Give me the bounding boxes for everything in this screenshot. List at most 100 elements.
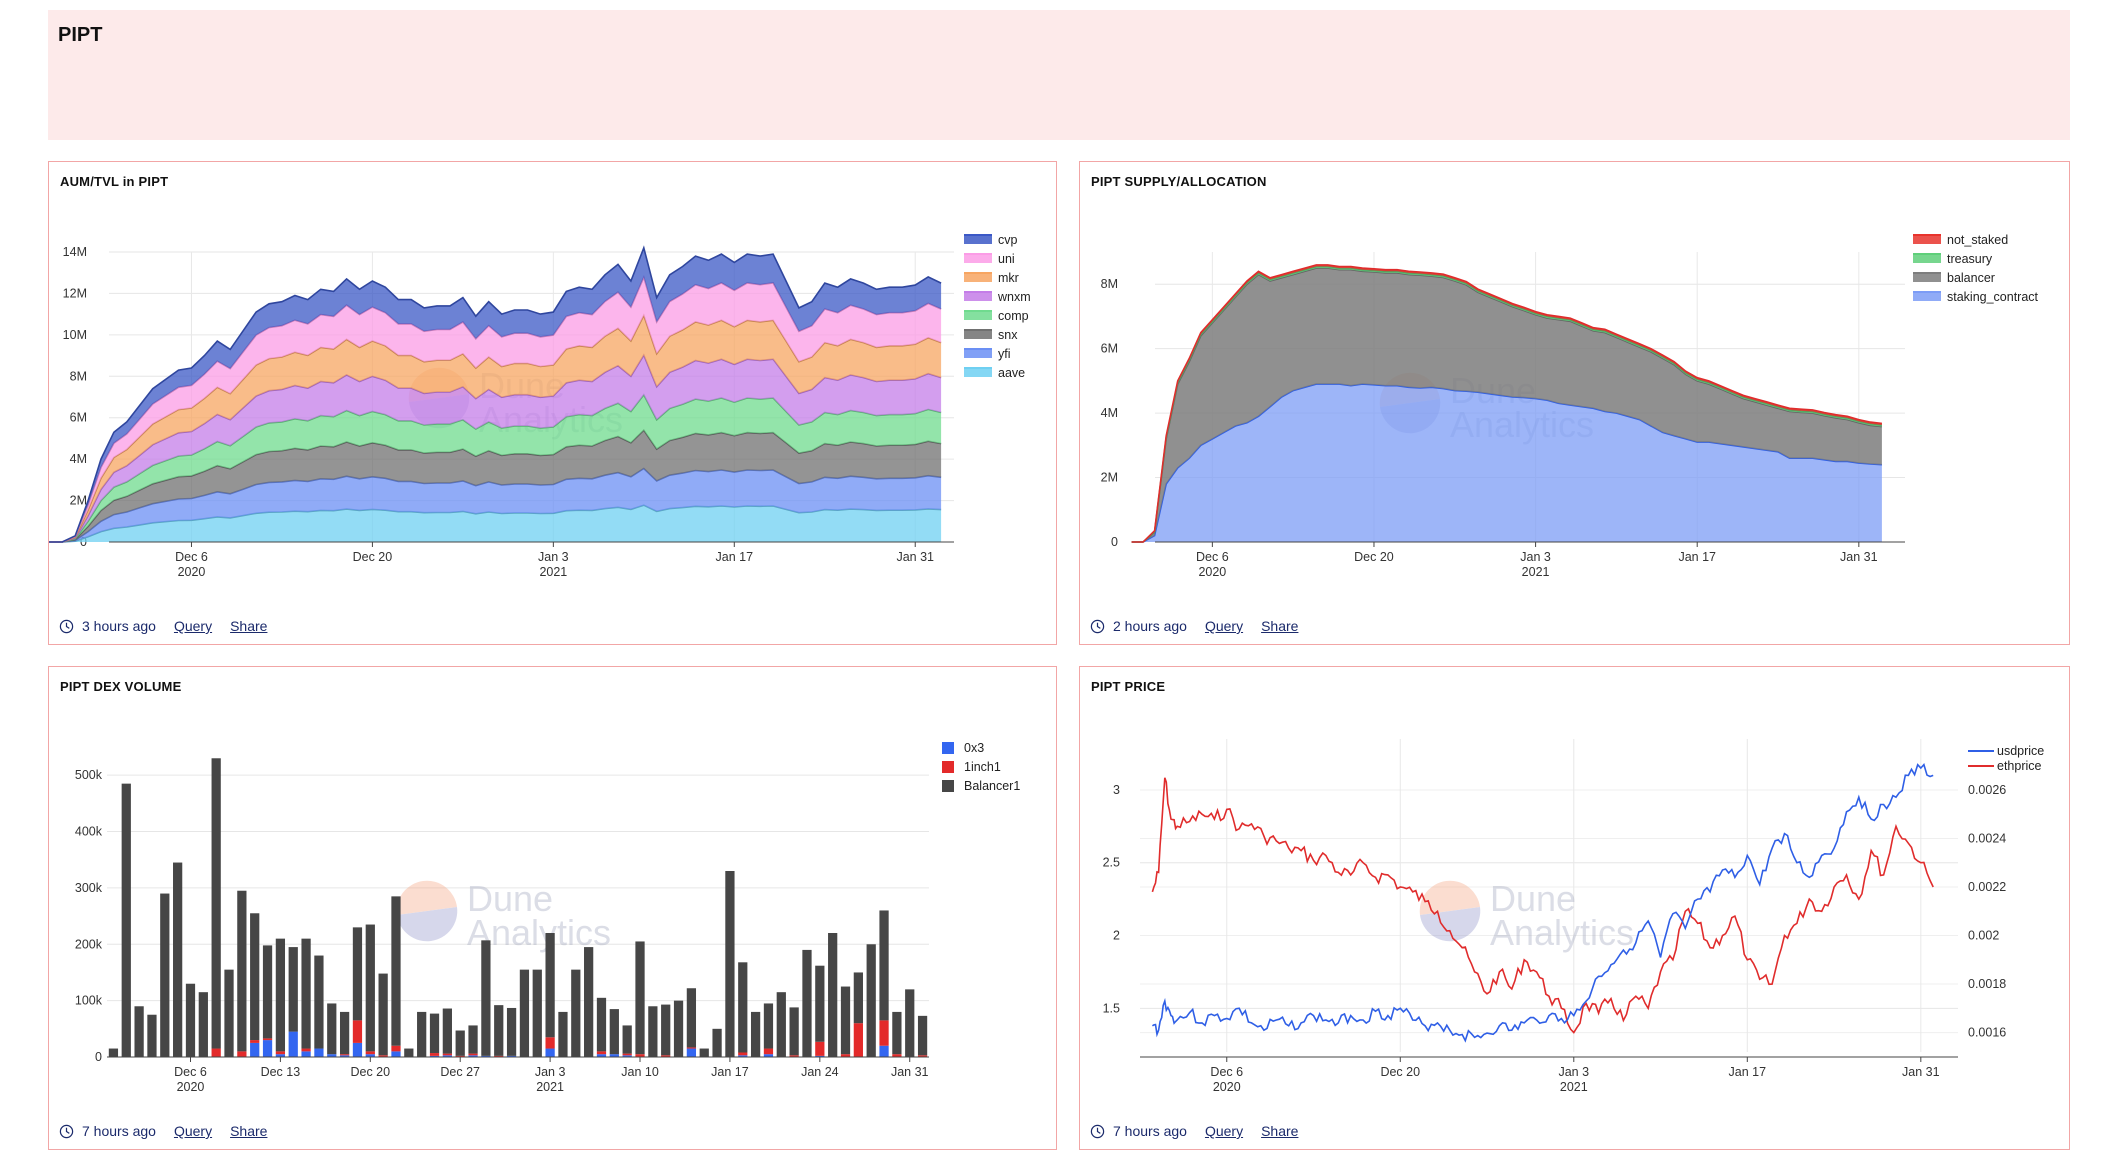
bar-1inch1 [365, 1051, 375, 1055]
bar-balancer1 [224, 969, 234, 1057]
legend-label: cvp [998, 233, 1018, 247]
legend-swatch [942, 761, 954, 773]
bar-0x3 [879, 1045, 889, 1057]
x-tick-label: Jan 17 [1729, 1065, 1767, 1079]
x-tick-label: Jan 10 [621, 1065, 659, 1079]
x-tick-label: Jan 17 [711, 1065, 749, 1079]
bar-1inch1 [917, 1055, 928, 1057]
x-tick-label: Jan 17 [716, 550, 754, 564]
x-tick-label: Dec 27 [440, 1065, 480, 1079]
bar-balancer1 [185, 983, 196, 1057]
legend-swatch [942, 742, 954, 754]
area-mkr [49, 315, 942, 542]
query-link[interactable]: Query [1204, 618, 1244, 634]
y-tick-label: 8M [70, 369, 87, 383]
updated-time: 7 hours ago [82, 1123, 156, 1139]
share-link[interactable]: Share [1261, 1123, 1299, 1139]
x-tick-year: 2020 [1198, 565, 1226, 579]
bar-1inch1 [661, 1055, 671, 1057]
watermark-logo-top [396, 880, 457, 915]
y-left-tick-label: 2.5 [1103, 856, 1120, 870]
bar-1inch1 [455, 1055, 465, 1057]
bar-balancer1 [442, 1008, 452, 1054]
panel-title: PIPT PRICE [1091, 679, 1166, 694]
panel-title: AUM/TVL in PIPT [60, 174, 169, 189]
y-right-tick-label: 0.0026 [1968, 783, 2006, 797]
line-ethprice [1151, 777, 1934, 1034]
aum-tvl-chart: 02M4M6M8M10M12M14MDuneAnalyticsDec 62020… [49, 233, 1031, 579]
area-cvp [49, 247, 942, 542]
query-link[interactable]: Query [173, 1123, 213, 1139]
panel-title: PIPT DEX VOLUME [60, 679, 182, 694]
bar-balancer1 [288, 947, 298, 1032]
bar-balancer1 [365, 924, 375, 1052]
bar-1inch1 [840, 1054, 851, 1057]
bar-balancer1 [108, 1048, 119, 1057]
bar-balancer1 [840, 986, 851, 1055]
area-yfi [49, 468, 942, 542]
line-cvp [49, 245, 942, 543]
panel-title: PIPT SUPPLY/ALLOCATION [1091, 174, 1267, 189]
bar-1inch1 [853, 1023, 863, 1057]
supply-allocation-panel: PIPT SUPPLY/ALLOCATION 02M4M6M8MDuneAnal… [1079, 161, 2070, 645]
bar-balancer1 [738, 962, 748, 1053]
bar-0x3 [596, 1054, 607, 1057]
bar-0x3 [391, 1051, 401, 1057]
x-tick-label: Jan 3 [1558, 1065, 1589, 1079]
bar-balancer1 [648, 1006, 658, 1057]
bar-balancer1 [558, 1011, 568, 1057]
line-not_staked [1131, 264, 1882, 543]
legend-swatch [964, 273, 992, 282]
bar-balancer1 [417, 1011, 427, 1057]
bar-1inch1 [494, 1055, 504, 1057]
updated-time: 2 hours ago [1113, 618, 1187, 634]
share-link[interactable]: Share [1261, 618, 1299, 634]
share-link[interactable]: Share [230, 618, 268, 634]
query-link[interactable]: Query [1204, 1123, 1244, 1139]
bar-balancer1 [327, 1003, 337, 1055]
x-tick-label: Jan 31 [1840, 550, 1878, 564]
y-tick-label: 6M [1101, 342, 1118, 356]
area-balancer [1131, 268, 1882, 542]
x-tick-label: Dec 6 [175, 550, 208, 564]
watermark-text-dune: Dune [467, 878, 553, 919]
bar-0x3 [339, 1055, 350, 1057]
y-tick-label: 8M [1101, 277, 1118, 291]
dex-volume-panel: PIPT DEX VOLUME 0 100k 200k 300k 400k 500k Dun… [48, 666, 1057, 1150]
share-link[interactable]: Share [230, 1123, 268, 1139]
legend-label: balancer [1947, 271, 1995, 285]
bar-balancer1 [686, 988, 697, 1048]
x-tick-year: 2020 [177, 1080, 205, 1094]
y-tick-label: 4M [1101, 406, 1118, 420]
legend-label: snx [998, 328, 1018, 342]
bar-balancer1 [494, 1005, 504, 1056]
bar-1inch1 [686, 1047, 697, 1049]
legend-label: staking_contract [1947, 290, 2039, 304]
y-right-tick-label: 0.002 [1968, 929, 1999, 943]
bar-balancer1 [584, 947, 594, 1057]
legend-label: 0x3 [964, 741, 984, 755]
bar-balancer1 [481, 940, 491, 1056]
x-tick-label: Dec 20 [1380, 1065, 1420, 1079]
bar-1inch1 [250, 1040, 260, 1043]
legend-swatch [1913, 254, 1941, 263]
bar-balancer1 [892, 1011, 902, 1055]
bar-1inch1 [237, 1051, 247, 1057]
bar-0x3 [468, 1055, 478, 1057]
query-link[interactable]: Query [173, 618, 213, 634]
page-header: PIPT [48, 10, 2070, 140]
y-right-tick-label: 0.0016 [1968, 1026, 2006, 1040]
bar-1inch1 [622, 1053, 632, 1056]
x-tick-label: Jan 3 [1520, 550, 1551, 564]
bar-1inch1 [815, 1041, 825, 1056]
clock-icon [1090, 1124, 1105, 1138]
watermark-text-analytics: Analytics [1490, 912, 1634, 953]
bar-0x3 [506, 1055, 517, 1057]
y-tick-label: 4M [70, 452, 87, 466]
bar-0x3 [288, 1031, 298, 1057]
bar-balancer1 [173, 862, 183, 1057]
bar-1inch1 [789, 1055, 799, 1057]
area-wnxm [49, 355, 942, 542]
bar-balancer1 [571, 969, 581, 1057]
